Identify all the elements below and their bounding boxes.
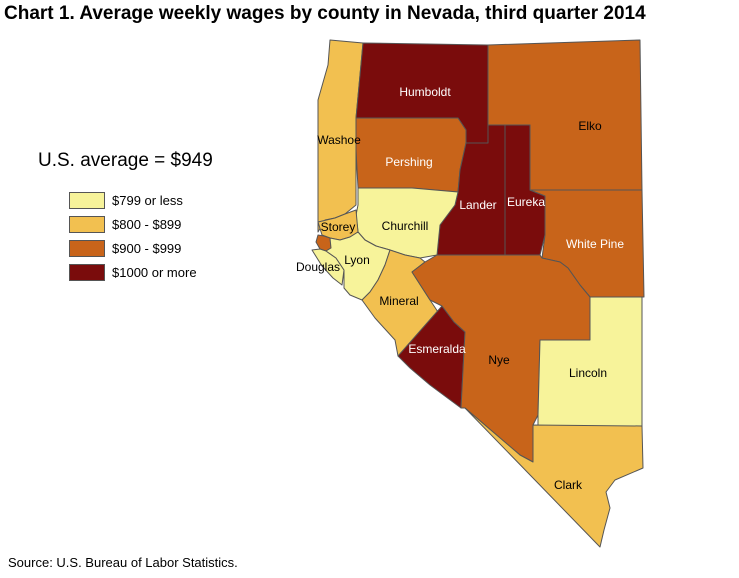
legend-label: $799 or less (112, 193, 183, 208)
county-label-storey: Storey (321, 220, 356, 234)
county-clark[interactable] (464, 407, 644, 548)
county-label-lyon: Lyon (344, 253, 370, 267)
county-label-lincoln: Lincoln (569, 366, 607, 380)
county-label-pershing: Pershing (385, 155, 432, 169)
county-label-eureka: Eureka (507, 195, 545, 209)
source-note: Source: U.S. Bureau of Labor Statistics. (8, 555, 238, 570)
county-label-humboldt: Humboldt (399, 85, 451, 99)
legend-swatch (69, 216, 105, 233)
county-label-clark: Clark (554, 478, 583, 492)
county-label-elko: Elko (578, 119, 602, 133)
county-lincoln[interactable] (537, 296, 643, 427)
legend-swatch (69, 264, 105, 281)
county-label-nye: Nye (488, 353, 510, 367)
us-average-label: U.S. average = $949 (38, 150, 213, 171)
legend-label: $800 - $899 (112, 217, 182, 232)
legend-swatch (69, 192, 105, 209)
legend-label: $900 - $999 (112, 241, 182, 256)
county-label-white-pine: White Pine (566, 237, 624, 251)
county-label-lander: Lander (459, 198, 496, 212)
chart-title: Chart 1. Average weekly wages by county … (4, 3, 646, 24)
county-label-churchill: Churchill (382, 219, 429, 233)
county-label-washoe: Washoe (317, 133, 361, 147)
legend-swatch (69, 240, 105, 257)
county-carson-city[interactable] (315, 234, 332, 252)
legend-label: $1000 or more (112, 265, 197, 280)
county-label-esmeralda: Esmeralda (408, 342, 466, 356)
county-label-mineral: Mineral (379, 294, 418, 308)
county-label-douglas: Douglas (296, 260, 340, 274)
